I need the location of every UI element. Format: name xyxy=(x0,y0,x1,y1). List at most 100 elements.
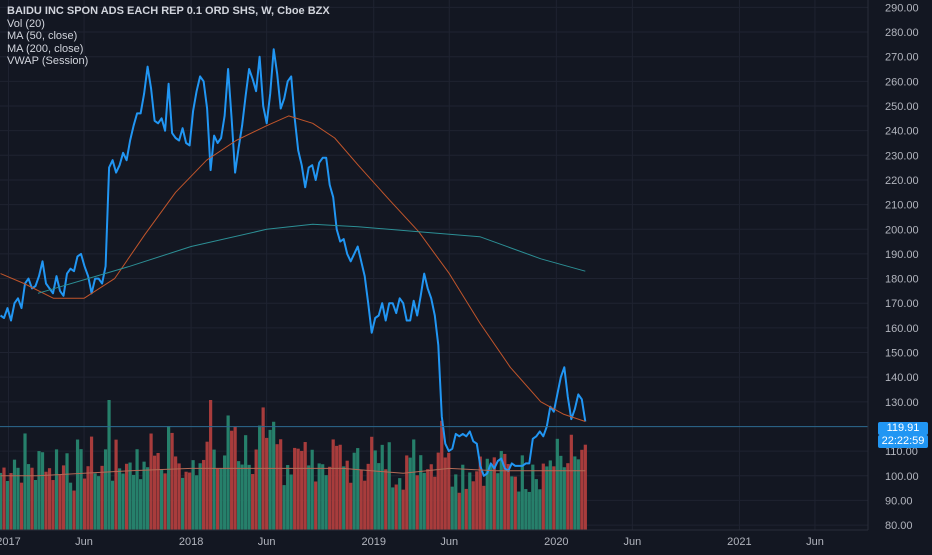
y-tick-label: 220.00 xyxy=(885,175,919,187)
volume-bar xyxy=(44,471,48,530)
chart-legend: BAIDU INC SPON ADS EACH REP 0.1 ORD SHS,… xyxy=(7,5,330,68)
volume-bar xyxy=(300,450,304,530)
volume-bar xyxy=(566,463,570,530)
countdown-tag: 22:22:59 xyxy=(878,435,928,448)
x-tick-label: Jun xyxy=(75,536,93,548)
volume-bar xyxy=(149,433,153,530)
volume-bar xyxy=(454,474,458,530)
volume-bar xyxy=(240,464,244,530)
volume-bar xyxy=(254,449,258,530)
y-tick-label: 240.00 xyxy=(885,126,919,138)
volume-bar xyxy=(531,464,535,530)
volume-bar xyxy=(51,480,55,530)
volume-bar xyxy=(79,449,83,530)
y-tick-label: 210.00 xyxy=(885,200,919,212)
volume-bar xyxy=(468,472,472,530)
volume-bar xyxy=(328,466,332,530)
volume-bar xyxy=(219,468,223,530)
price-line[interactable] xyxy=(0,48,587,477)
volume-bar xyxy=(251,474,255,530)
volume-bar xyxy=(124,463,129,530)
volume-bar xyxy=(538,489,542,530)
volume-bar xyxy=(195,475,199,530)
volume-bar xyxy=(342,466,346,530)
legend-volume[interactable]: Vol (20) xyxy=(7,17,45,30)
volume-bar xyxy=(188,472,192,530)
volume-bar xyxy=(233,426,237,530)
legend-ma50[interactable]: MA (50, close) xyxy=(7,30,78,42)
y-tick-label: 160.00 xyxy=(885,323,919,335)
volume-bar xyxy=(415,475,419,530)
volume-bar xyxy=(96,476,101,530)
volume-bar xyxy=(177,463,181,530)
volume-bar xyxy=(370,436,374,530)
volume-bar xyxy=(440,420,444,530)
volume-bar xyxy=(282,485,286,530)
volume-bar xyxy=(5,481,10,530)
volume-bar xyxy=(559,455,563,530)
volume-bar xyxy=(163,473,167,530)
volume-bar xyxy=(405,455,409,530)
volume-bar xyxy=(338,444,342,530)
volume-bar xyxy=(373,450,377,530)
volume-bar xyxy=(384,469,388,530)
volume-bar xyxy=(135,449,139,530)
ma200-line[interactable] xyxy=(37,223,586,294)
volume-bar xyxy=(131,474,136,530)
volume-bar xyxy=(286,465,290,530)
x-tick-label: 2021 xyxy=(727,536,751,548)
volume-bar xyxy=(450,486,454,530)
legend-vwap[interactable]: VWAP (Session) xyxy=(7,55,89,67)
volume-bar xyxy=(314,481,318,530)
volume-bar xyxy=(258,425,262,530)
volume-bar xyxy=(499,450,503,530)
x-tick-label: Jun xyxy=(623,536,641,548)
volume-bar xyxy=(47,468,52,530)
x-tick-label: 2019 xyxy=(361,536,385,548)
volume-bar xyxy=(359,469,363,530)
volume-bar xyxy=(380,444,384,530)
volume-bar xyxy=(9,473,13,530)
legend-ma200[interactable]: MA (200, close) xyxy=(7,42,84,55)
volume-bar xyxy=(247,464,251,530)
volume-bar xyxy=(23,433,27,530)
volume-bar xyxy=(296,448,300,530)
volume-bar xyxy=(170,432,174,530)
volume-bar xyxy=(82,478,87,530)
y-tick-label: 250.00 xyxy=(885,101,919,113)
volume-bar xyxy=(103,449,108,530)
x-tick-label: 2020 xyxy=(544,536,568,548)
volume-bar xyxy=(552,466,556,530)
volume-bar xyxy=(510,476,514,530)
volume-bar xyxy=(412,439,416,530)
volume-bar xyxy=(429,464,433,530)
volume-bar xyxy=(268,429,272,530)
ma50-line[interactable] xyxy=(0,115,586,422)
volume-bar xyxy=(216,468,220,530)
y-tick-label: 170.00 xyxy=(885,298,919,310)
volume-bar xyxy=(352,452,356,530)
volume-ma-line[interactable] xyxy=(0,467,586,477)
volume-bar xyxy=(37,451,41,530)
volume-bar xyxy=(117,468,122,530)
volume-bar xyxy=(265,437,269,530)
volume-bar xyxy=(321,464,325,530)
volume-bar xyxy=(61,465,66,530)
volume-bar xyxy=(159,469,164,530)
volume-bar xyxy=(394,484,398,530)
volume-bar xyxy=(40,452,45,530)
y-tick-label: 290.00 xyxy=(885,2,919,14)
volume-bar xyxy=(58,474,62,530)
volume-bar xyxy=(279,439,283,530)
x-tick-label: Jun xyxy=(440,536,458,548)
volume-bar xyxy=(513,476,517,530)
legend-title[interactable]: BAIDU INC SPON ADS EACH REP 0.1 ORD SHS,… xyxy=(7,5,330,17)
volume-bar xyxy=(244,435,248,530)
volume-bar xyxy=(464,488,468,530)
last-price-tag: 119.91 xyxy=(878,422,928,435)
volume-bar xyxy=(93,473,97,530)
y-tick-label: 230.00 xyxy=(885,150,919,162)
volume-bar xyxy=(398,478,402,530)
